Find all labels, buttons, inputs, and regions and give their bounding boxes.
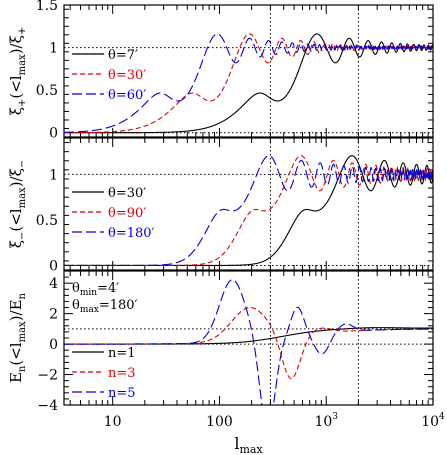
x-axis-label: lmax <box>234 434 263 455</box>
series-line <box>64 33 433 133</box>
plot-frame <box>63 137 434 271</box>
x-tick-label: 100 <box>206 414 233 430</box>
panel-1: 0 0.5 1 1.5 θ=7′ θ=30′ θ=60′ ξ+(<lmax)/ξ+ <box>7 0 434 142</box>
x-tick-label: 104 <box>421 412 445 430</box>
y-tick-label: 1 <box>49 167 58 183</box>
annotation-theta-min: θmin=4′ <box>72 281 119 298</box>
y-tick-label: 1.5 <box>36 0 58 14</box>
legend-label: θ=60′ <box>108 88 146 103</box>
series-line <box>64 155 433 266</box>
legend-label: n=3 <box>108 366 136 381</box>
series-line <box>64 279 433 405</box>
series-line <box>64 33 433 134</box>
y-tick-label: −2 <box>37 368 58 384</box>
y-tick-label: 0 <box>49 126 58 142</box>
series-group <box>64 155 433 266</box>
series-line <box>64 155 433 266</box>
y-tick-label: 2 <box>49 307 58 323</box>
plot-frame <box>63 4 434 138</box>
x-tick-label: 103 <box>314 412 338 430</box>
series-group <box>64 33 433 134</box>
y-tick-label: 4 <box>49 276 58 292</box>
annotation-theta-max: θmax=180′ <box>72 298 138 315</box>
y-axis-label: ξ−(<lmax)/ξ− <box>7 160 28 249</box>
y-tick-label: 0 <box>49 337 58 353</box>
y-tick-label: 0 <box>49 258 58 274</box>
y-tick-label: 0.5 <box>36 83 58 99</box>
x-tick-label: 10 <box>104 414 122 430</box>
legend-label: θ=7′ <box>108 48 138 63</box>
y-axis-label: En(<lmax)/En <box>7 292 28 383</box>
legend-label: θ=180′ <box>108 226 155 241</box>
panel-2: 0 0.5 1 θ=30′ θ=90′ θ=180′ ξ−(<lmax)/ξ− <box>7 137 434 274</box>
y-tick-label: −4 <box>37 398 58 414</box>
y-tick-label: 1 <box>49 41 58 57</box>
plot-frame <box>63 270 434 406</box>
legend-label: θ=30′ <box>108 68 146 83</box>
legend-label: θ=30′ <box>108 186 146 201</box>
panel-3: −4 −2 0 2 4 n=1 n=3 n=5 θmin=4′θmax=180′ En(<lmax… <box>7 270 445 455</box>
series-group <box>64 279 433 405</box>
y-axis-label: ξ+(<lmax)/ξ+ <box>7 27 28 116</box>
y-tick-label: 0.5 <box>36 213 58 229</box>
legend-label: θ=90′ <box>108 206 146 221</box>
legend-label: n=5 <box>108 386 136 401</box>
legend-label: n=1 <box>108 346 136 361</box>
